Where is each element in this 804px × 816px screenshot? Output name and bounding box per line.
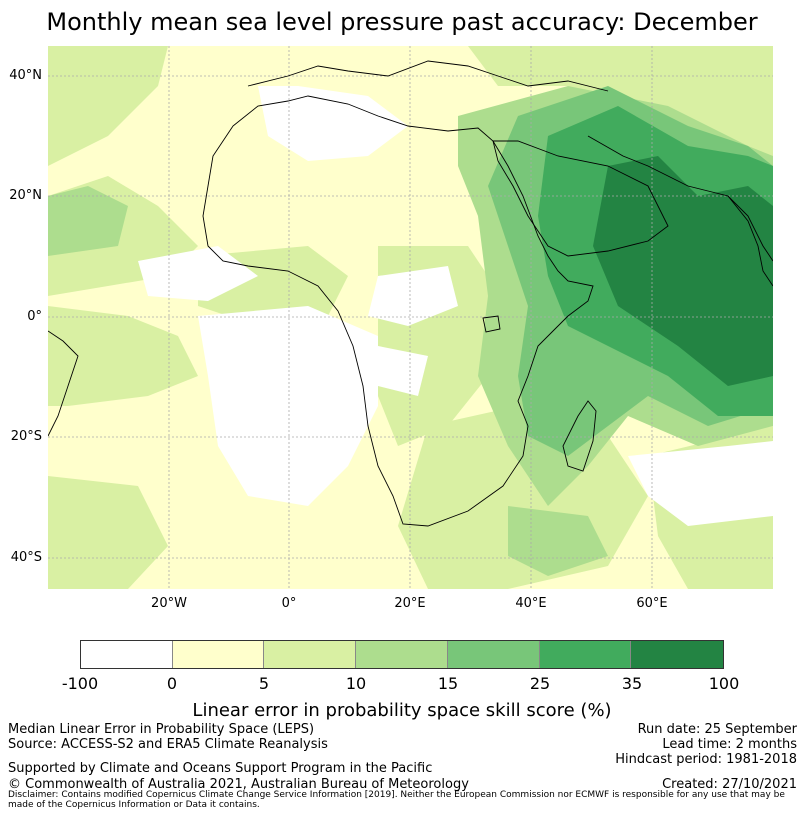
footer-method: Median Linear Error in Probability Space… bbox=[8, 722, 315, 737]
lat-label-20s: 20°S bbox=[10, 429, 42, 444]
lat-label-40n: 40°N bbox=[9, 68, 42, 83]
coastlines bbox=[48, 60, 773, 527]
colorbar-tick: 100 bbox=[708, 674, 740, 693]
colorbar bbox=[80, 640, 724, 669]
lat-label-20n: 20°N bbox=[9, 188, 42, 203]
colorbar-segment bbox=[631, 641, 724, 668]
colorbar-tick: 35 bbox=[621, 674, 643, 693]
footer-support: Supported by Climate and Oceans Support … bbox=[8, 761, 433, 776]
colorbar-tick: 5 bbox=[258, 674, 270, 693]
colorbar-tick: -100 bbox=[61, 674, 99, 693]
lon-label-0: 0° bbox=[281, 596, 297, 611]
lon-label-60e: 60°E bbox=[636, 596, 668, 611]
run-date: Run date: 25 September bbox=[637, 722, 797, 737]
colorbar-segment bbox=[539, 641, 632, 668]
hindcast-period: Hindcast period: 1981-2018 bbox=[615, 752, 797, 767]
lon-label-20e: 20°E bbox=[394, 596, 426, 611]
colorbar-tick: 10 bbox=[345, 674, 367, 693]
lon-label-40e: 40°E bbox=[515, 596, 547, 611]
created-date: Created: 27/10/2021 bbox=[662, 777, 797, 792]
colorbar-label: Linear error in probability space skill … bbox=[192, 700, 612, 721]
footer-source: Source: ACCESS-S2 and ERA5 Climate Reana… bbox=[8, 737, 328, 752]
map-title: Monthly mean sea level pressure past acc… bbox=[46, 8, 758, 36]
skill-35-100-region bbox=[593, 156, 773, 386]
lat-label-40s: 40°S bbox=[10, 550, 42, 565]
disclaimer: Disclaimer: Contains modified Copernicus… bbox=[8, 790, 785, 810]
lead-time: Lead time: 2 months bbox=[662, 737, 797, 752]
skill-map bbox=[48, 46, 773, 589]
colorbar-tick: 15 bbox=[437, 674, 459, 693]
skill-negative-region bbox=[138, 86, 773, 526]
colorbar-segment bbox=[264, 641, 357, 668]
colorbar-segment bbox=[172, 641, 265, 668]
graticule bbox=[48, 46, 773, 589]
colorbar-tick: 25 bbox=[529, 674, 551, 693]
colorbar-segment bbox=[447, 641, 540, 668]
colorbar-tick: 0 bbox=[166, 674, 178, 693]
lon-label-20w: 20°W bbox=[151, 596, 187, 611]
map-canvas bbox=[48, 46, 773, 589]
colorbar-segment bbox=[356, 641, 448, 668]
colorbar-segment bbox=[81, 641, 173, 668]
lat-label-0: 0° bbox=[27, 309, 42, 324]
footer-copyright: © Commonwealth of Australia 2021, Austra… bbox=[8, 777, 469, 792]
